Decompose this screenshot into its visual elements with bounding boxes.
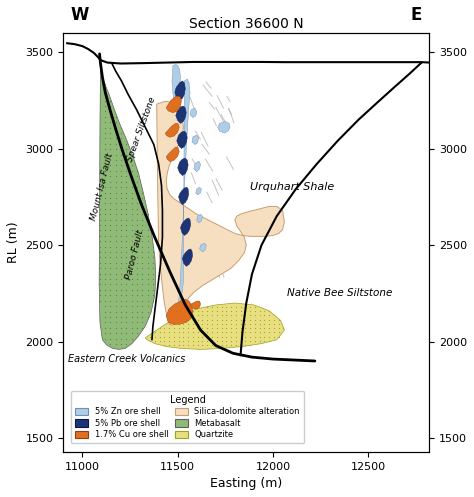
Text: W: W [71, 6, 89, 24]
Polygon shape [99, 66, 156, 349]
Text: Mount Isa Fault: Mount Isa Fault [90, 153, 115, 222]
Polygon shape [172, 65, 181, 110]
Polygon shape [166, 96, 182, 113]
Y-axis label: RL (m): RL (m) [7, 221, 20, 263]
Polygon shape [166, 147, 179, 162]
Polygon shape [181, 218, 191, 236]
Text: Spear Siltstone: Spear Siltstone [126, 95, 157, 163]
Polygon shape [175, 81, 185, 100]
Text: Urquhart Shale: Urquhart Shale [250, 182, 334, 192]
Polygon shape [179, 79, 190, 307]
Text: Paroo Fault: Paroo Fault [124, 229, 146, 280]
Polygon shape [146, 303, 284, 349]
Polygon shape [191, 301, 201, 309]
Polygon shape [182, 249, 192, 266]
Text: E: E [410, 6, 422, 24]
Polygon shape [190, 108, 197, 118]
Polygon shape [200, 243, 206, 252]
Polygon shape [192, 135, 199, 145]
Polygon shape [218, 121, 230, 133]
Polygon shape [194, 161, 201, 171]
Polygon shape [178, 158, 188, 175]
Polygon shape [179, 187, 189, 205]
Polygon shape [157, 101, 284, 325]
Polygon shape [177, 131, 187, 149]
X-axis label: Easting (m): Easting (m) [210, 477, 283, 490]
Text: Native Bee Siltstone: Native Bee Siltstone [287, 288, 392, 298]
Polygon shape [196, 187, 201, 195]
Polygon shape [166, 299, 193, 324]
Legend: 5% Zn ore shell, 5% Pb ore shell, 1.7% Cu ore shell, Silica-dolomite alteration,: 5% Zn ore shell, 5% Pb ore shell, 1.7% C… [71, 391, 304, 443]
Title: Section 36600 N: Section 36600 N [189, 17, 303, 31]
Polygon shape [197, 214, 202, 223]
Polygon shape [165, 123, 179, 137]
Text: Eastern Creek Volcanics: Eastern Creek Volcanics [67, 354, 185, 364]
Polygon shape [176, 106, 186, 123]
